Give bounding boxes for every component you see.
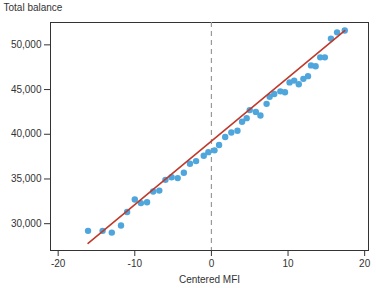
svg-text:40,000: 40,000 <box>11 128 42 139</box>
svg-text:-20: -20 <box>51 258 66 269</box>
svg-text:-10: -10 <box>128 258 143 269</box>
svg-text:20: 20 <box>359 258 371 269</box>
svg-text:45,000: 45,000 <box>11 84 42 95</box>
svg-text:35,000: 35,000 <box>11 173 42 184</box>
svg-text:0: 0 <box>209 258 215 269</box>
svg-text:Total balance: Total balance <box>4 2 63 13</box>
svg-text:50,000: 50,000 <box>11 39 42 50</box>
svg-text:Centered MFI: Centered MFI <box>179 274 240 285</box>
svg-text:10: 10 <box>282 258 294 269</box>
svg-text:30,000: 30,000 <box>11 218 42 229</box>
